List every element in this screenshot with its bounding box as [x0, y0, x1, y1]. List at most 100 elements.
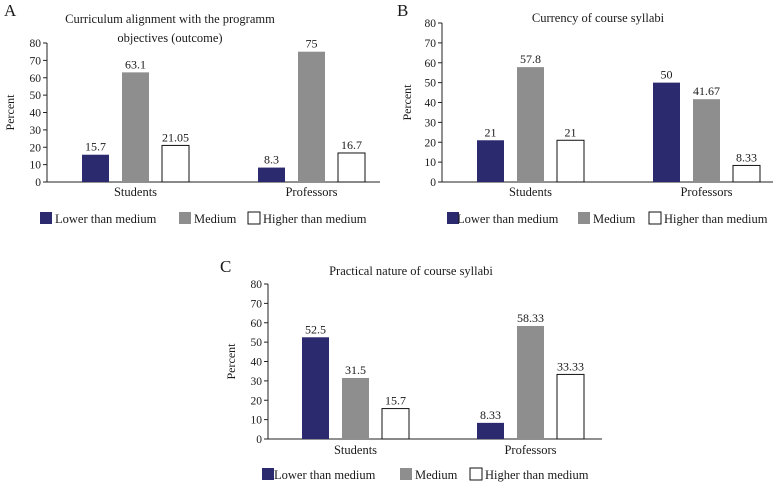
y-tick-label: 20 — [425, 137, 437, 149]
legend-swatch — [447, 212, 459, 224]
bar-students-lower-than-medium — [82, 154, 109, 182]
bar-students-higher-than-medium — [381, 408, 410, 440]
data-label: 75 — [306, 37, 318, 51]
data-label: 8.33 — [480, 408, 501, 422]
data-label: 8.3 — [264, 153, 279, 167]
legend-swatch — [469, 467, 483, 481]
panel-letter: B — [397, 1, 408, 20]
y-tick-label: 50 — [30, 90, 42, 102]
data-label: 15.7 — [85, 140, 106, 154]
data-label: 16.7 — [341, 138, 362, 152]
bar-professors-medium — [298, 51, 325, 182]
data-label: 21.05 — [162, 130, 189, 144]
y-tick-label: 50 — [425, 78, 437, 90]
bar-students-lower-than-medium — [477, 140, 504, 182]
y-tick-label: 70 — [425, 38, 437, 50]
y-tick-label: 80 — [30, 38, 42, 50]
data-label: 50 — [661, 68, 673, 82]
y-tick-label: 0 — [35, 177, 41, 189]
bar-students-higher-than-medium — [556, 139, 585, 183]
legend: Lower than medium Medium Higher than mediu… — [262, 467, 589, 482]
y-tick-label: 30 — [425, 117, 437, 129]
bar-students-medium — [517, 67, 544, 182]
legend-label: Higher than medium — [485, 468, 589, 482]
legend-swatch — [648, 211, 662, 225]
bar-professors-lower-than-medium — [258, 167, 285, 182]
bar-professors-lower-than-medium — [653, 82, 680, 182]
y-tick-label: 80 — [425, 18, 437, 30]
panel-letter: C — [220, 257, 231, 276]
bar-professors-higher-than-medium — [337, 152, 366, 183]
legend-label: Lower than medium — [457, 212, 559, 226]
legend-label: Medium — [415, 468, 458, 482]
y-tick-label: 30 — [251, 376, 263, 388]
data-label: 8.33 — [736, 150, 757, 164]
y-tick-label: 40 — [251, 357, 263, 369]
y-tick-label: 30 — [30, 125, 42, 137]
y-tick-label: 20 — [251, 395, 263, 407]
legend-swatch — [179, 212, 191, 224]
chart-panel-c: C Practical nature of course syllabi 0 10 20… — [220, 257, 602, 482]
legend-label: Lower than medium — [274, 468, 376, 482]
category-label: Students — [114, 185, 157, 199]
legend-label: Higher than medium — [263, 212, 367, 226]
y-axis-label: Percent — [224, 343, 238, 380]
chart-panel-b: B Currency of course syllabi 0 10 20 30 40 50 60… — [397, 1, 773, 226]
category-label: Professors — [504, 443, 556, 457]
category-label: Professors — [680, 185, 732, 199]
legend-swatch — [578, 212, 590, 224]
y-tick-label: 0 — [430, 177, 436, 189]
legend-label: Lower than medium — [55, 212, 157, 226]
data-label: 31.5 — [345, 363, 366, 377]
data-label: 21 — [565, 125, 577, 139]
legend: Lower than medium Medium Higher than mediu… — [447, 211, 768, 226]
chart-title: Currency of course syllabi — [532, 11, 665, 25]
data-label: 41.67 — [693, 84, 720, 98]
y-tick-label: 70 — [30, 55, 42, 67]
legend-label: Medium — [194, 212, 237, 226]
y-tick-label: 80 — [251, 279, 263, 291]
legend-label: Medium — [593, 212, 636, 226]
data-label: 52.5 — [305, 322, 326, 336]
data-label: 33.33 — [557, 359, 584, 373]
bar-professors-medium — [517, 325, 544, 439]
bar-students-medium — [342, 377, 369, 439]
bar-professors-higher-than-medium — [732, 164, 761, 183]
y-tick-label: 40 — [425, 98, 437, 110]
data-label: 63.1 — [125, 57, 146, 71]
y-tick-label: 10 — [251, 415, 263, 427]
chart-title: objectives (outcome) — [117, 31, 222, 45]
data-label: 57.8 — [520, 52, 541, 66]
y-tick-label: 60 — [30, 73, 42, 85]
bar-students-medium — [122, 72, 149, 182]
y-tick-label: 0 — [256, 434, 262, 446]
legend: Lower than medium Medium Higher than mediu… — [40, 211, 367, 226]
y-axis-label: Percent — [3, 94, 17, 131]
data-label: 58.33 — [517, 311, 544, 325]
y-tick-label: 40 — [30, 108, 42, 120]
bar-students-lower-than-medium — [302, 337, 329, 439]
y-tick-label: 10 — [425, 157, 437, 169]
y-tick-label: 50 — [251, 337, 263, 349]
y-tick-label: 60 — [251, 318, 263, 330]
y-axis-label: Percent — [400, 84, 414, 121]
chart-title: Practical nature of course syllabi — [329, 264, 493, 278]
panel-letter: A — [4, 1, 17, 20]
category-label: Students — [509, 185, 552, 199]
bar-professors-medium — [693, 99, 720, 182]
y-tick-label: 60 — [425, 58, 437, 70]
legend-swatch — [247, 211, 261, 225]
bar-professors-higher-than-medium — [556, 373, 585, 440]
y-tick-label: 70 — [251, 298, 263, 310]
category-label: Professors — [285, 185, 337, 199]
data-label: 15.7 — [385, 394, 406, 408]
legend-swatch — [400, 468, 412, 480]
bar-students-higher-than-medium — [161, 144, 190, 183]
chart-title: Curriculum alignment with the programm — [65, 12, 275, 26]
bar-professors-lower-than-medium — [477, 422, 504, 439]
legend-swatch — [40, 212, 52, 224]
chart-panel-a: A Curriculum alignment with the programm o… — [3, 1, 380, 226]
y-tick-label: 10 — [30, 160, 42, 172]
legend-label: Higher than medium — [664, 212, 768, 226]
